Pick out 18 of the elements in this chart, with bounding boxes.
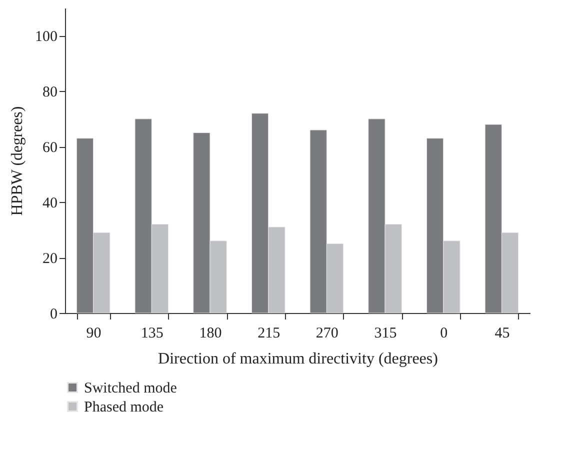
legend-label: Switched mode (84, 380, 178, 396)
x-axis-title: Direction of maximum directivity (degrees) (158, 350, 438, 368)
x-tick-label: 270 (316, 326, 338, 342)
x-tick-label: 45 (494, 326, 510, 342)
x-tick-label: 215 (258, 326, 280, 342)
y-tick-label: 0 (50, 306, 58, 322)
y-axis-title: HPBW (degrees) (9, 106, 26, 216)
x-tick-label: 90 (86, 326, 102, 342)
y-tick-label: 40 (42, 196, 58, 212)
x-tick-label: 0 (440, 326, 448, 342)
x-tick-label: 180 (199, 326, 222, 342)
x-tick-label: 315 (374, 326, 397, 342)
y-tick-label: 60 (42, 140, 58, 156)
y-tick-label: 20 (42, 251, 58, 268)
y-tick-label: 100 (35, 29, 58, 46)
x-tick-label: 135 (140, 326, 164, 342)
y-tick-label: 80 (42, 84, 58, 101)
legend-label: Phased mode (84, 400, 164, 416)
